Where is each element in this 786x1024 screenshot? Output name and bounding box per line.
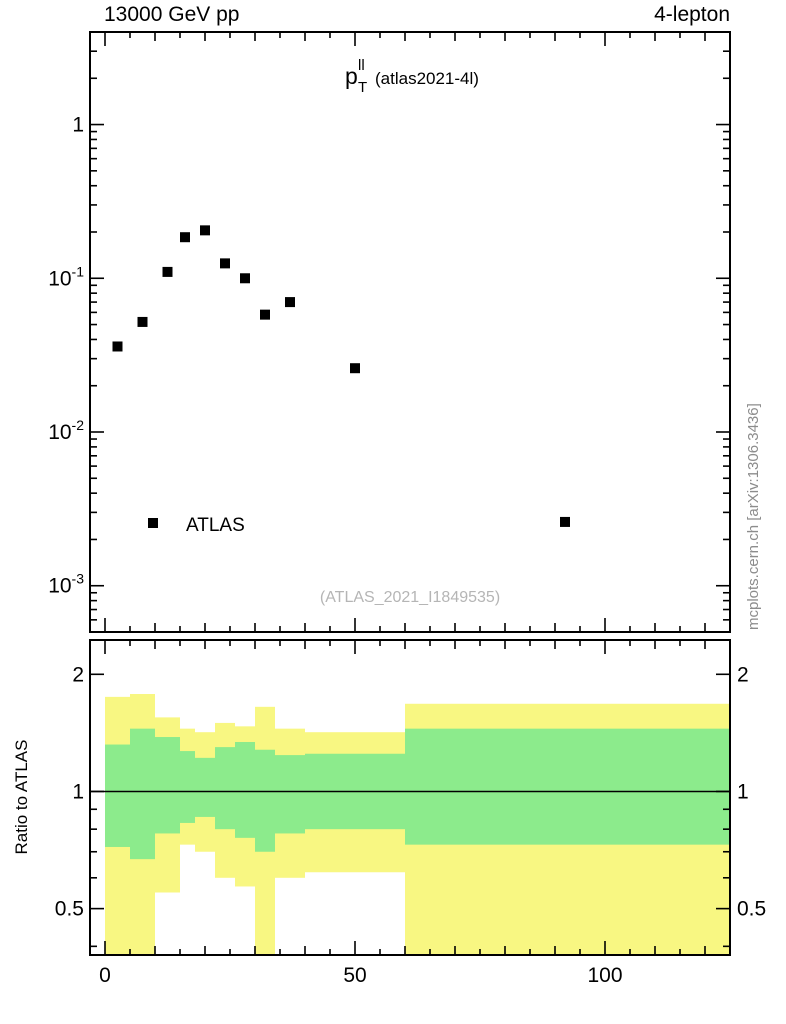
beam-energy-label: 13000 GeV pp xyxy=(104,3,240,26)
x-tick-label: 0 xyxy=(99,964,111,987)
inner-uncertainty-band xyxy=(105,744,130,847)
data-point xyxy=(285,297,295,308)
inner-uncertainty-band xyxy=(275,755,305,834)
panel-frame xyxy=(89,31,731,633)
y-tick-label: 1 xyxy=(72,114,84,137)
inner-uncertainty-band xyxy=(195,757,215,817)
x-tick-label: 50 xyxy=(343,964,366,987)
axis-ticks xyxy=(90,31,730,955)
title-superscript: ll xyxy=(358,57,365,74)
panel-frame xyxy=(89,639,731,956)
data-point xyxy=(162,266,173,277)
y-tick-label: 10-3 xyxy=(48,571,84,598)
process-label: 4-lepton xyxy=(654,3,730,26)
inner-uncertainty-band xyxy=(180,751,195,823)
data-point xyxy=(350,363,360,374)
title-subscript: T xyxy=(358,79,367,96)
title-suffix: (atlas2021-4l) xyxy=(375,69,479,88)
data-point xyxy=(220,258,230,269)
data-point xyxy=(560,516,570,527)
panel-frames xyxy=(89,31,731,956)
ratio-y-tick-label: 1 xyxy=(737,780,749,803)
data-point xyxy=(112,341,123,352)
ratio-y-tick-label: 0.5 xyxy=(55,898,84,921)
ratio-y-tick-label: 2 xyxy=(72,663,84,686)
header: 13000 GeV pp 4-lepton xyxy=(90,3,730,27)
analysis-label: (ATLAS_2021_I1849535) xyxy=(320,589,500,606)
ratio-y-tick-label: 0.5 xyxy=(737,898,766,921)
inner-uncertainty-band xyxy=(215,747,235,830)
data-point xyxy=(200,225,210,236)
ratio-y-tick-label: 2 xyxy=(737,663,749,686)
inner-uncertainty-band xyxy=(130,728,155,860)
legend-marker-icon xyxy=(148,518,158,528)
watermark: mcplots.cern.ch [arXiv:1306.3436] xyxy=(745,403,762,630)
data-point xyxy=(260,309,270,320)
x-tick-label: 100 xyxy=(587,964,622,987)
data-point xyxy=(240,273,250,284)
y-tick-label: 10-2 xyxy=(48,417,84,444)
title-base: p xyxy=(345,63,358,89)
data-points xyxy=(112,225,570,527)
data-point xyxy=(180,232,190,243)
ratio-y-tick-label: 1 xyxy=(72,780,84,803)
plot-title: p ll T (atlas2021-4l) xyxy=(345,57,479,96)
ratio-uncertainty-bands xyxy=(90,693,730,955)
axis-tick-labels: 1 10-1 10-2 10-3 0.5 0.5 1 1 2 2 0 50 100 xyxy=(48,114,766,987)
inner-uncertainty-band xyxy=(405,728,730,845)
legend-label: ATLAS xyxy=(186,515,245,536)
data-point xyxy=(137,316,148,327)
y-tick-label: 10-1 xyxy=(48,263,84,290)
ratio-axis-title: Ratio to ATLAS xyxy=(12,740,31,855)
inner-uncertainty-band xyxy=(235,741,255,838)
inner-uncertainty-band xyxy=(155,737,180,834)
inner-uncertainty-band xyxy=(255,749,275,852)
